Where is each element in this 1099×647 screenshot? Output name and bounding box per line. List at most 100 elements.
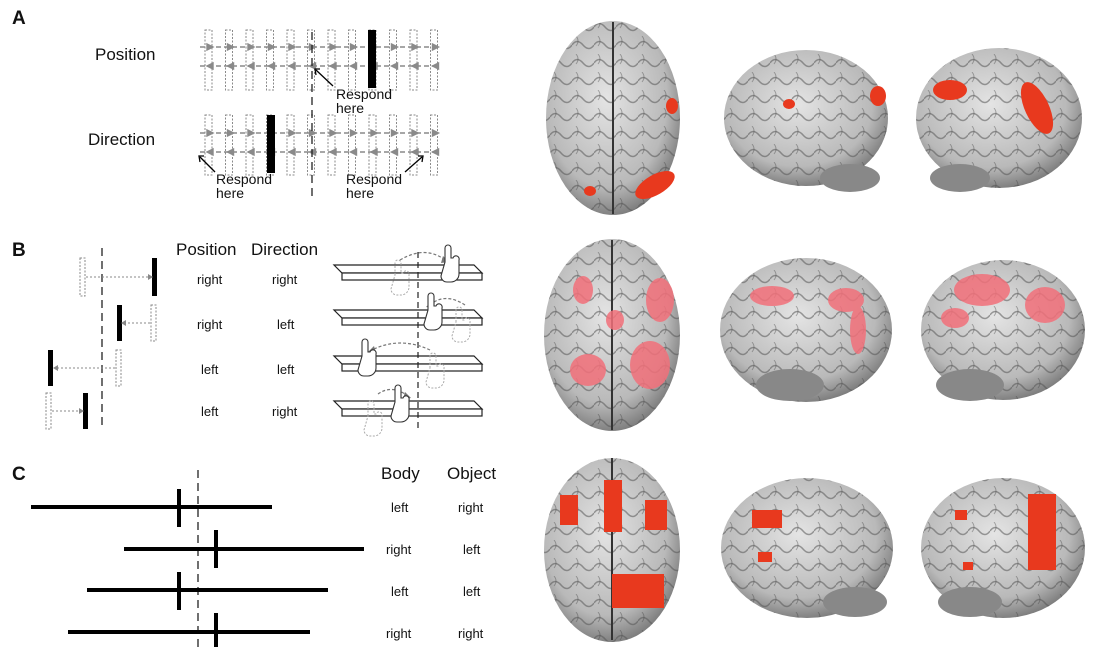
arrow-icon [349,128,359,138]
panel-letter-a: A [12,8,26,29]
arrow-icon [205,61,214,71]
position-row-label: Position [95,45,156,64]
panel-letter-c: C [12,464,26,485]
arrow-icon [349,42,359,52]
brain-a-top [546,21,680,215]
panel-b-row4-position: left [201,404,219,419]
arrow-icon [225,61,235,71]
arrow-icon [246,61,255,71]
panel-letter-b: B [12,240,26,261]
respond-here-note-position: Respond here [336,86,393,116]
panel-b-row4-direction: right [272,404,298,419]
stimulus-box [204,29,213,91]
arrow-icon [430,147,440,157]
stimulus-box [430,29,438,91]
arrow-icon [288,42,297,52]
stimulus-box [348,29,356,91]
panel-b-row3-position: left [201,362,219,377]
panel-c-row1-object: right [458,500,484,515]
panel-c-object-header: Object [447,464,497,483]
arrow-icon [389,147,399,157]
arrow-icon [287,147,296,157]
panel-c-body-header: Body [381,464,420,483]
arrow-icon [369,147,378,157]
arrow-icon [410,147,419,157]
arrow-icon [288,128,297,138]
panel-b-row2-direction: left [277,317,295,332]
arrow-icon [226,42,236,52]
panel-c-row4-body: right [386,626,412,641]
arrow-icon [431,42,441,52]
stimulus-box [409,114,418,176]
arrow-icon [246,147,255,157]
panel-c-row3-body: left [391,584,409,599]
panel-b-row1-position: right [197,272,223,287]
stimulus-box [266,29,274,91]
direction-row-label: Direction [88,130,156,149]
arrow-icon [225,147,235,157]
stimulus-box [245,114,254,176]
stimulus-box [409,29,418,91]
stimulus-box [204,114,213,176]
arrow-icon [247,128,256,138]
arrow-icon [206,42,215,52]
stimulus-box [389,114,397,176]
stimulus-box [368,114,377,176]
panel-c-row1-body: left [391,500,409,515]
arrow-icon [430,61,440,71]
arrow-icon [390,42,400,52]
arrow-icon [390,128,400,138]
panel-b-row1-direction: right [272,272,298,287]
arrow-icon [411,42,420,52]
brain-a-right [916,48,1082,192]
stimulus-box [245,29,254,91]
arrow-icon [205,147,214,157]
arrow-icon [266,61,276,71]
arrow-icon [328,147,337,157]
arrow-icon [247,42,256,52]
arrow-icon [206,128,215,138]
arrow-icon [226,128,236,138]
panel-b-row3-direction: left [277,362,295,377]
arrow-icon [348,147,358,157]
stimulus-box [327,29,336,91]
arrow-icon [287,61,296,71]
stimulus-box [389,29,397,91]
stimulus-box [430,114,438,176]
panel-c-row2-object: left [463,542,481,557]
stimulus-box [307,114,315,176]
panel-c-row3-object: left [463,584,481,599]
stimulus-box [307,29,315,91]
stimulus-box [286,114,295,176]
panel-c-row4-object: right [458,626,484,641]
arrow-icon [348,61,358,71]
arrow-icon [389,61,399,71]
brain-b-top [544,239,680,431]
arrow-icon [308,128,318,138]
arrow-icon [370,128,379,138]
arrow-icon [431,128,441,138]
panel-b-position-header: Position [176,240,237,259]
respond-here-note-right: Respond here [346,171,403,201]
stimulus-box [225,114,233,176]
stimulus-box [225,29,233,91]
arrow-icon [329,42,338,52]
arrow-icon [411,128,420,138]
arrow-icon [267,42,277,52]
brain-c-right [921,478,1085,618]
arrow-icon [328,61,337,71]
panel-c-row2-body: right [386,542,412,557]
stimulus-box [286,29,295,91]
panel-b-direction-header: Direction [251,240,319,259]
brain-b-right [921,260,1085,401]
stimulus-box [327,114,336,176]
arrow-icon [410,61,419,71]
brain-b-left [720,258,892,402]
brain-c-left [721,478,893,618]
brain-c-top [544,458,680,642]
respond-here-note-left: Respond here [216,171,273,201]
